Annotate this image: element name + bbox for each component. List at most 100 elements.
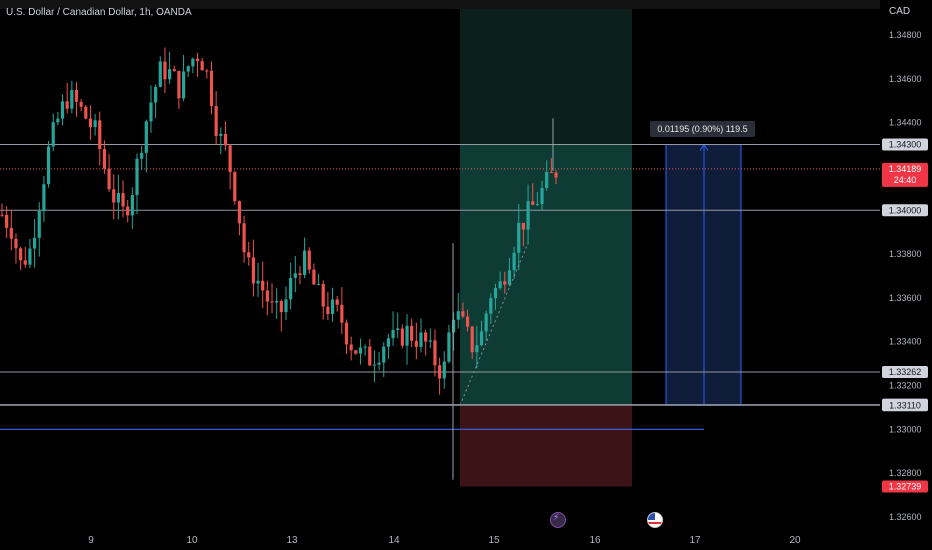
candle-body-22	[102, 149, 107, 169]
candle-body-28	[130, 195, 134, 216]
candle-body-27	[126, 206, 130, 216]
price-badge-countdown-1: 24:40	[894, 175, 917, 185]
symbol-title[interactable]: U.S. Dollar / Canadian Dollar, 1h, OANDA	[6, 7, 192, 18]
candle-body-15	[70, 90, 74, 109]
candle-body-58	[270, 301, 274, 303]
profit-zone-upper	[460, 0, 632, 145]
loss-zone	[460, 405, 632, 487]
price-badge-text-1: 1.34189	[889, 164, 922, 174]
candle-body-48	[223, 133, 228, 146]
y-tick-label-5: 1.33600	[889, 293, 922, 303]
candle-body-110	[512, 252, 516, 271]
candle-body-36	[167, 69, 172, 80]
candle-body-61	[284, 299, 288, 313]
candle-body-32	[149, 102, 153, 122]
candle-body-62	[289, 277, 293, 300]
y-tick-label-8: 1.33000	[889, 424, 922, 434]
candle-body-103	[479, 331, 484, 346]
x-tick-label-5: 16	[589, 535, 601, 546]
candle-body-35	[163, 61, 167, 80]
candle-body-115	[535, 204, 539, 206]
candle-body-20	[93, 120, 97, 128]
candle-body-74	[344, 322, 349, 345]
x-tick-label-1: 10	[186, 535, 198, 546]
candle-body-8	[37, 210, 41, 238]
candle-body-109	[507, 270, 512, 285]
candle-body-25	[116, 193, 120, 203]
y-tick-label-9: 1.32800	[889, 468, 922, 478]
candle-body-86	[400, 328, 404, 346]
candle-body-101	[470, 326, 474, 353]
currency-label: CAD	[889, 6, 911, 17]
candle-body-100	[465, 316, 470, 327]
candle-body-12	[56, 118, 60, 123]
candle-body-55	[256, 280, 260, 284]
x-tick-label-7: 20	[789, 535, 801, 546]
candle-body-87	[405, 325, 409, 346]
candle-body-21	[98, 120, 102, 150]
candle-body-38	[177, 71, 181, 99]
candle-body-72	[335, 299, 339, 305]
candle-body-2	[9, 227, 13, 239]
candle-body-19	[88, 118, 93, 128]
us-flag-icon[interactable]	[647, 512, 663, 528]
candle-body-30	[140, 152, 144, 159]
price-badge-text-0: 1.34300	[889, 140, 922, 150]
candle-body-117	[545, 172, 549, 189]
candle-body-60	[279, 300, 283, 313]
candle-body-89	[414, 340, 418, 347]
candle-body-116	[540, 188, 544, 205]
candle-body-64	[298, 273, 302, 275]
candle-body-71	[330, 299, 335, 314]
candle-body-54	[251, 257, 255, 284]
candle-body-79	[368, 346, 372, 366]
candle-body-5	[23, 260, 27, 265]
candle-body-43	[200, 61, 204, 71]
candle-body-50	[233, 172, 237, 202]
candle-body-37	[172, 69, 176, 72]
top-toolbar-strip	[0, 0, 880, 9]
candle-body-108	[503, 281, 507, 285]
y-tick-label-4: 1.33800	[889, 249, 922, 259]
lightning-icon[interactable]	[550, 512, 566, 528]
candle-body-119	[554, 172, 558, 178]
x-tick-label-3: 14	[388, 535, 400, 546]
candle-body-69	[321, 283, 325, 307]
candle-body-107	[498, 281, 502, 289]
candle-body-56	[261, 280, 265, 291]
candle-body-16	[74, 90, 79, 102]
price-badge-text-3: 1.33262	[889, 367, 922, 377]
candle-body-0	[0, 214, 4, 216]
candle-body-14	[65, 101, 69, 109]
candle-body-39	[181, 71, 186, 99]
price-badge-text-2: 1.34000	[889, 205, 922, 215]
candle-body-90	[419, 332, 423, 347]
candle-body-94	[438, 365, 442, 379]
candle-body-40	[186, 66, 190, 72]
candle-body-77	[358, 347, 363, 354]
candle-body-92	[428, 340, 432, 342]
candle-body-76	[354, 350, 358, 354]
candle-body-44	[205, 70, 209, 72]
candle-body-68	[316, 283, 321, 285]
price-badge-text-6: 1.32739	[889, 482, 922, 492]
candle-body-112	[521, 222, 526, 230]
candle-body-97	[451, 319, 456, 333]
price-badge-3	[882, 365, 928, 378]
candle-body-51	[237, 201, 242, 224]
candle-body-70	[326, 306, 330, 314]
candle-body-26	[121, 193, 125, 207]
price-badge-0	[882, 138, 928, 151]
candle-body-24	[112, 189, 116, 203]
x-tick-label-4: 15	[488, 535, 500, 546]
y-tick-label-0: 1.34800	[889, 30, 922, 40]
candle-body-57	[265, 290, 269, 302]
candle-body-91	[424, 332, 428, 342]
measure-label: 0.01195 (0.90%) 119.5	[650, 121, 755, 137]
candle-body-4	[19, 248, 23, 261]
candle-body-59	[275, 300, 279, 303]
candle-body-53	[247, 252, 251, 258]
candle-body-45	[209, 70, 214, 107]
